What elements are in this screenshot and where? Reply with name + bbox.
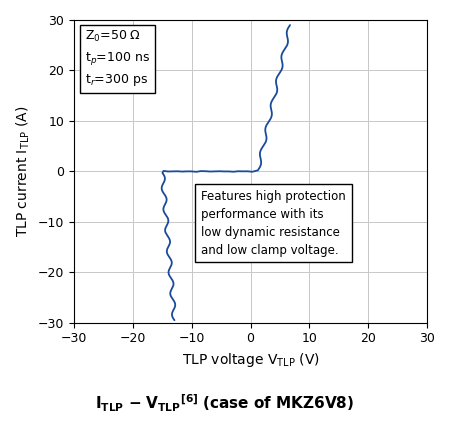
- X-axis label: TLP voltage V$_\mathrm{TLP}$ (V): TLP voltage V$_\mathrm{TLP}$ (V): [181, 351, 320, 369]
- Y-axis label: TLP current I$_\mathrm{TLP}$ (A): TLP current I$_\mathrm{TLP}$ (A): [15, 106, 32, 237]
- Text: $\mathbf{I_{TLP}}$ $\mathbf{-}$ $\mathbf{V_{TLP}}$$\mathbf{^{[6]}}$ $\mathbf{(ca: $\mathbf{I_{TLP}}$ $\mathbf{-}$ $\mathbf…: [95, 392, 355, 414]
- Text: Features high protection
performance with its
low dynamic resistance
and low cla: Features high protection performance wit…: [201, 189, 346, 257]
- Text: Z$_0$=50 Ω
t$_p$=100 ns
t$_r$=300 ps: Z$_0$=50 Ω t$_p$=100 ns t$_r$=300 ps: [85, 29, 150, 88]
